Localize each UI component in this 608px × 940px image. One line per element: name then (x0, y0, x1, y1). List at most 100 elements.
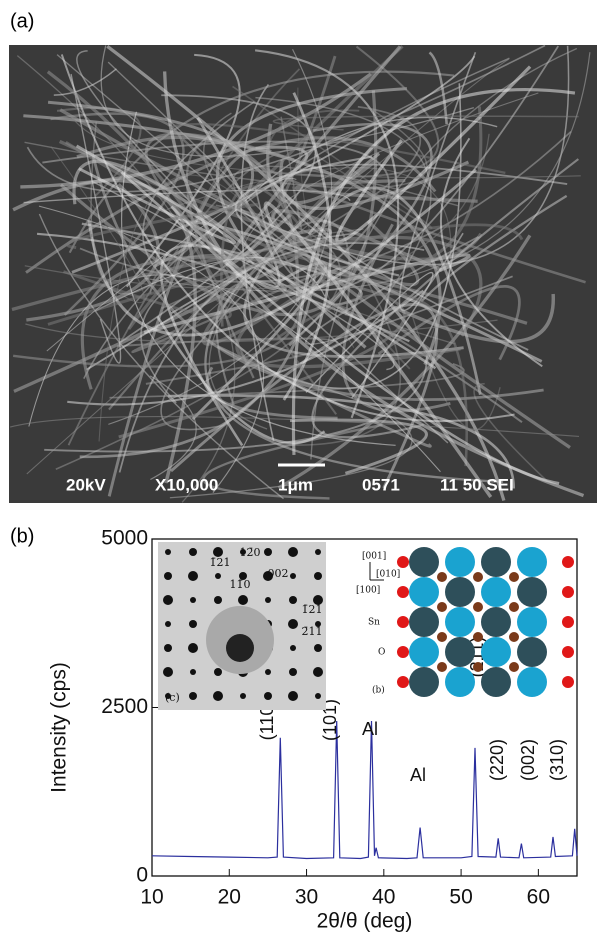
y-tick-label: 5000 (101, 527, 148, 550)
o-atom-left (397, 646, 409, 658)
big-atom (481, 667, 511, 697)
axis-label: [001] (362, 552, 386, 562)
diffraction-spot (214, 596, 222, 604)
sn-atom (437, 632, 447, 642)
spot-index: 11̄0 (230, 578, 251, 591)
sn-atom (473, 602, 483, 612)
diffraction-spot (288, 619, 298, 629)
sem-image (9, 45, 597, 503)
diffraction-spot (213, 691, 223, 701)
peak-label: (310) (547, 739, 567, 781)
diffraction-spot (265, 597, 271, 603)
o-atom-left (397, 676, 409, 688)
sem-magnification: X10,000 (155, 475, 218, 494)
big-atom (445, 577, 475, 607)
diffraction-spot (189, 620, 197, 628)
diffraction-spot (315, 693, 321, 699)
big-atom (481, 547, 511, 577)
diffraction-spot (163, 667, 173, 677)
y-tick-label: 0 (136, 864, 148, 887)
spot-index: 12̄0 (240, 546, 261, 559)
sn-atom (473, 662, 483, 672)
sem-number: 0571 (362, 475, 400, 494)
diffraction-spot (214, 668, 222, 676)
diffraction-spot (289, 668, 297, 676)
diffraction-spot (215, 573, 221, 579)
diffraction-spot (264, 548, 272, 556)
diffraction-spot (163, 595, 173, 605)
diffraction-spot (288, 547, 298, 557)
o-atom-left (397, 556, 409, 568)
y-axis-label: Intensity (cps) (48, 662, 71, 793)
big-atom (409, 637, 439, 667)
diffraction-spot (164, 572, 172, 580)
axis-label: [100] (356, 586, 380, 596)
atom-label: Sn (368, 618, 380, 628)
o-atom-right (562, 646, 574, 658)
o-atom-right (562, 586, 574, 598)
sem-scale: 1μm (278, 475, 313, 494)
diffraction-spot (289, 596, 297, 604)
x-tick-label: 40 (372, 886, 395, 909)
big-atom (409, 577, 439, 607)
o-atom-right (562, 616, 574, 628)
diffraction-spot (164, 644, 172, 652)
peak-label: (002) (518, 739, 538, 781)
diffraction-spot (188, 571, 198, 581)
diffraction-spot (165, 621, 171, 627)
diffraction-spot (265, 669, 271, 675)
page: {"panel_labels": ["(a)", "(b)"], "sem_im… (0, 0, 608, 940)
structure-inset: [001][010][100]SnO(b) (356, 547, 574, 697)
big-atom (445, 607, 475, 637)
big-atom (481, 577, 511, 607)
peak-label: Al (410, 765, 426, 785)
spot-index: 002 (268, 567, 289, 580)
panel-label: (a) (10, 10, 34, 32)
x-tick-label: 60 (527, 886, 550, 909)
sn-atom (509, 632, 519, 642)
o-atom-right (562, 676, 574, 688)
sn-atom (509, 662, 519, 672)
sn-atom (509, 572, 519, 582)
sem-voltage: 20kV (66, 475, 106, 494)
sn-atom (509, 602, 519, 612)
spot-index: 2̄11 (302, 625, 323, 638)
big-atom (517, 577, 547, 607)
big-atom (517, 607, 547, 637)
o-atom-left (397, 616, 409, 628)
big-atom (517, 667, 547, 697)
sn-atom (437, 662, 447, 672)
diffraction-spot (238, 595, 248, 605)
sn-atom (437, 602, 447, 612)
x-tick-label: 20 (218, 886, 241, 909)
sn-atom (437, 572, 447, 582)
sn-atom (473, 632, 483, 642)
big-atom (445, 637, 475, 667)
sn-atom (473, 572, 483, 582)
inset-label: (c) (165, 691, 180, 704)
x-tick-label: 10 (140, 886, 163, 909)
big-atom (409, 607, 439, 637)
diffraction-spot (290, 645, 296, 651)
diffraction-spot (165, 549, 171, 555)
big-atom (445, 667, 475, 697)
x-tick-label: 50 (449, 886, 472, 909)
diffraction-spot (315, 549, 321, 555)
big-atom (481, 637, 511, 667)
x-axis-label: 2θ/θ (deg) (317, 910, 413, 933)
y-tick-label: 2500 (101, 695, 148, 718)
diffraction-spot (188, 643, 198, 653)
spot-index: 1̄21 (210, 556, 231, 569)
panel-label: (b) (10, 525, 34, 547)
figure: (a) (b) 20kV X10,000 1μm 0571 11 50 SEI … (0, 0, 608, 940)
diffraction-spot (314, 644, 322, 652)
big-atom (517, 637, 547, 667)
diffraction-spot (288, 691, 298, 701)
diffraction-spot (190, 597, 196, 603)
big-atom (445, 547, 475, 577)
big-atom (409, 547, 439, 577)
spot-index: 1̄21 (302, 603, 323, 616)
diffraction-spot (189, 548, 197, 556)
big-atom (517, 547, 547, 577)
diffraction-spot (189, 692, 197, 700)
